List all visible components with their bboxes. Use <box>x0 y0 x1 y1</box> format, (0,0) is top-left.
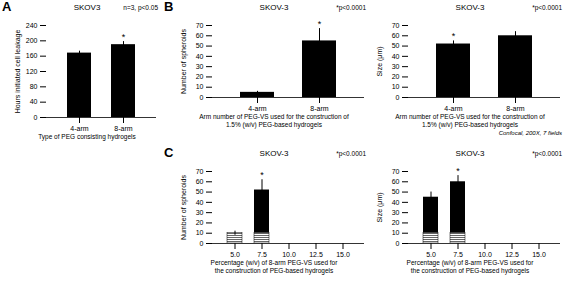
html-text:*p<0.0001: *p<0.0001 <box>336 150 366 157</box>
html-text:*p<0.0001: *p<0.0001 <box>336 4 366 11</box>
svg-text:30: 30 <box>196 63 204 70</box>
svg-text:40: 40 <box>392 199 400 206</box>
svg-text:4-arm: 4-arm <box>248 105 266 112</box>
svg-text:Hours initiated cell leakage: Hours initiated cell leakage <box>14 30 22 114</box>
svg-text:7.5: 7.5 <box>257 251 267 258</box>
svg-text:0: 0 <box>200 240 204 247</box>
svg-text:0: 0 <box>200 94 204 101</box>
svg-text:40: 40 <box>196 53 204 60</box>
svg-text:60: 60 <box>196 178 204 185</box>
svg-text:70: 70 <box>392 168 400 175</box>
svg-text:20: 20 <box>392 219 400 226</box>
svg-text:240: 240 <box>26 22 38 29</box>
svg-text:0: 0 <box>396 240 400 247</box>
svg-text:120: 120 <box>26 68 38 75</box>
svg-text:15.0: 15.0 <box>532 251 546 258</box>
svg-text:200: 200 <box>26 37 38 44</box>
svg-text:60: 60 <box>196 32 204 39</box>
html-text:Percentage (w/v) of 8-arm PEG-: Percentage (w/v) of 8-arm PEG-VS used fo… <box>210 259 338 274</box>
svg-text:10.0: 10.0 <box>478 251 492 258</box>
html-text:B: B <box>164 0 174 14</box>
svg-text:10: 10 <box>392 83 400 90</box>
svg-text:20: 20 <box>196 219 204 226</box>
svg-text:60: 60 <box>392 32 400 39</box>
svg-text:50: 50 <box>196 42 204 49</box>
svg-text:160: 160 <box>26 52 38 59</box>
html-text:*p<0.0001: *p<0.0001 <box>532 150 562 157</box>
html-text:Percentage (w/v) of 8-arm PEG-: Percentage (w/v) of 8-arm PEG-VS used fo… <box>406 259 534 274</box>
svg-text:30: 30 <box>392 209 400 216</box>
svg-text:70: 70 <box>392 22 400 29</box>
svg-text:20: 20 <box>196 73 204 80</box>
html-text:*p<0.0001: *p<0.0001 <box>532 4 562 11</box>
svg-text:5.0: 5.0 <box>230 251 240 258</box>
svg-text:10: 10 <box>196 83 204 90</box>
svg-text:40: 40 <box>196 199 204 206</box>
svg-text:30: 30 <box>392 63 400 70</box>
svg-text:*: * <box>318 19 322 29</box>
svg-text:50: 50 <box>196 188 204 195</box>
svg-text:50: 50 <box>392 188 400 195</box>
svg-text:0: 0 <box>34 114 38 121</box>
html-text:Confocal, 200X, 7 fields: Confocal, 200X, 7 fields <box>498 130 562 136</box>
svg-text:70: 70 <box>196 22 204 29</box>
html-text:A: A <box>2 0 12 14</box>
html-text:Type of PEG consisting hydroge: Type of PEG consisting hydrogels <box>38 133 136 140</box>
svg-text:12.5: 12.5 <box>505 251 519 258</box>
svg-text:70: 70 <box>196 168 204 175</box>
svg-text:20: 20 <box>392 73 400 80</box>
svg-text:0: 0 <box>396 94 400 101</box>
html-text:SKOV-3: SKOV-3 <box>259 149 289 158</box>
svg-text:*: * <box>452 31 456 41</box>
svg-text:7.5: 7.5 <box>453 251 463 258</box>
html-text:n=3, p<0.05: n=3, p<0.05 <box>123 4 158 11</box>
svg-text:30: 30 <box>196 209 204 216</box>
svg-text:*: * <box>456 166 460 176</box>
svg-text:80: 80 <box>30 83 38 90</box>
html-text:SKOV-3: SKOV-3 <box>259 3 289 12</box>
svg-text:4-arm: 4-arm <box>444 105 462 112</box>
svg-text:50: 50 <box>392 42 400 49</box>
html-text:SKOV3: SKOV3 <box>73 3 101 12</box>
svg-text:Size (μm): Size (μm) <box>376 192 384 222</box>
html-text:SKOV-3: SKOV-3 <box>455 149 485 158</box>
svg-text:12.5: 12.5 <box>309 251 323 258</box>
svg-text:10.0: 10.0 <box>282 251 296 258</box>
svg-text:5.0: 5.0 <box>426 251 436 258</box>
svg-text:*: * <box>260 170 264 180</box>
svg-text:8-arm: 8-arm <box>114 125 132 132</box>
svg-text:10: 10 <box>392 229 400 236</box>
html-text:SKOV-3: SKOV-3 <box>455 3 485 12</box>
svg-text:*: * <box>122 32 126 42</box>
svg-text:40: 40 <box>392 53 400 60</box>
svg-text:Size (μm): Size (μm) <box>376 46 384 76</box>
svg-text:60: 60 <box>392 178 400 185</box>
svg-text:8-arm: 8-arm <box>506 105 524 112</box>
svg-text:10: 10 <box>196 229 204 236</box>
svg-text:4-arm: 4-arm <box>70 125 88 132</box>
html-text:Arm number of PEG-VS used for: Arm number of PEG-VS used for the constr… <box>199 113 349 128</box>
html-text:C: C <box>164 145 174 160</box>
svg-text:40: 40 <box>30 98 38 105</box>
svg-text:Number of spheroids: Number of spheroids <box>180 29 188 94</box>
svg-text:15.0: 15.0 <box>336 251 350 258</box>
html-text:Arm number of PEG-VS used for: Arm number of PEG-VS used for the constr… <box>395 113 545 128</box>
svg-text:8-arm: 8-arm <box>310 105 328 112</box>
svg-text:Number of spheroids: Number of spheroids <box>180 175 188 240</box>
